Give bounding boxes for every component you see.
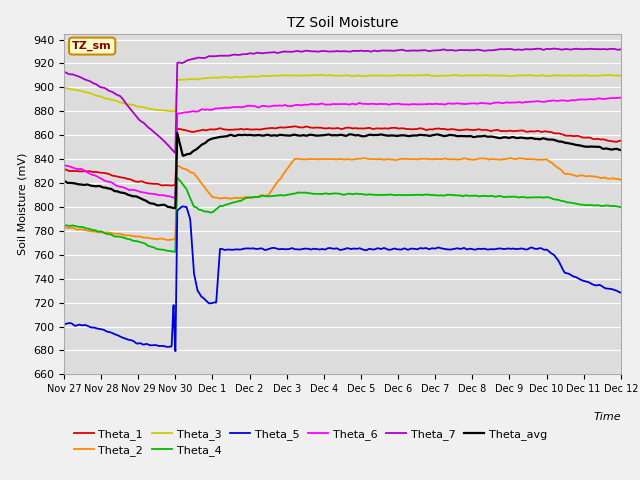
Theta_7 <box>550 46 558 51</box>
Theta_avg <box>297 133 305 139</box>
Theta_7 <box>103 86 111 92</box>
Theta_avg <box>173 130 181 136</box>
Theta_7 <box>297 49 305 55</box>
Theta_5 <box>172 348 179 354</box>
Theta_5 <box>179 204 187 209</box>
Theta_7 <box>378 48 385 54</box>
Theta_1 <box>126 176 134 182</box>
Line: Theta_4: Theta_4 <box>64 178 621 252</box>
Theta_7 <box>60 69 68 74</box>
Theta_4 <box>297 190 305 196</box>
Theta_3 <box>319 72 326 78</box>
Theta_6 <box>172 195 179 201</box>
Line: Theta_2: Theta_2 <box>64 158 621 240</box>
Theta_1 <box>617 138 625 144</box>
Y-axis label: Soil Moisture (mV): Soil Moisture (mV) <box>17 153 28 255</box>
Theta_1 <box>319 125 326 131</box>
Text: TZ_sm: TZ_sm <box>72 41 112 51</box>
Theta_1 <box>291 123 298 129</box>
Theta_2 <box>164 237 172 243</box>
Line: Theta_7: Theta_7 <box>64 48 621 153</box>
Theta_1 <box>297 125 305 131</box>
Line: Theta_3: Theta_3 <box>64 75 621 111</box>
Theta_1 <box>378 126 385 132</box>
Theta_6 <box>308 101 316 107</box>
Theta_6 <box>60 162 68 168</box>
Theta_6 <box>617 95 625 100</box>
Theta_7 <box>617 47 625 52</box>
Theta_4 <box>308 191 316 197</box>
Theta_2 <box>60 225 68 230</box>
Theta_7 <box>308 48 316 54</box>
Theta_7 <box>126 106 134 111</box>
Theta_5 <box>60 321 68 327</box>
Theta_1 <box>308 125 316 131</box>
Theta_avg <box>126 192 134 198</box>
Theta_2 <box>103 229 111 235</box>
Theta_4 <box>126 236 134 242</box>
Theta_3 <box>308 72 316 78</box>
Theta_3 <box>126 102 134 108</box>
Title: TZ Soil Moisture: TZ Soil Moisture <box>287 16 398 30</box>
Theta_2 <box>297 156 305 162</box>
Theta_4 <box>103 231 111 237</box>
Theta_2 <box>318 156 326 162</box>
Theta_6 <box>297 102 305 108</box>
Theta_4 <box>617 204 625 210</box>
Theta_3 <box>103 96 111 101</box>
Theta_avg <box>172 205 179 211</box>
Theta_3 <box>170 108 178 114</box>
Theta_5 <box>126 337 134 343</box>
Theta_avg <box>617 147 625 153</box>
Line: Theta_6: Theta_6 <box>64 97 621 198</box>
Theta_2 <box>126 232 134 238</box>
Theta_3 <box>378 73 385 79</box>
Theta_4 <box>378 192 385 198</box>
Theta_2 <box>308 156 316 162</box>
Theta_1 <box>60 167 68 172</box>
Line: Theta_avg: Theta_avg <box>64 133 621 208</box>
Theta_4 <box>173 175 181 180</box>
Theta_5 <box>308 246 316 252</box>
Theta_5 <box>297 247 305 252</box>
Theta_6 <box>126 187 134 193</box>
Theta_6 <box>103 179 111 184</box>
Theta_4 <box>172 249 179 255</box>
Theta_3 <box>297 72 305 78</box>
Theta_3 <box>316 72 324 78</box>
Theta_7 <box>172 150 179 156</box>
Theta_5 <box>617 290 625 296</box>
Line: Theta_1: Theta_1 <box>64 126 621 186</box>
Theta_7 <box>318 48 326 54</box>
Theta_avg <box>103 185 111 191</box>
Theta_avg <box>60 178 68 184</box>
Theta_1 <box>103 170 111 176</box>
Theta_avg <box>319 132 326 138</box>
Legend: Theta_1, Theta_2, Theta_3, Theta_4, Theta_5, Theta_6, Theta_7, Theta_avg: Theta_1, Theta_2, Theta_3, Theta_4, Thet… <box>70 424 551 461</box>
Theta_2 <box>378 156 385 162</box>
Theta_avg <box>308 132 316 138</box>
Theta_2 <box>617 177 625 182</box>
Theta_1 <box>168 183 175 189</box>
Theta_3 <box>617 73 625 79</box>
Line: Theta_5: Theta_5 <box>64 206 621 351</box>
Theta_avg <box>378 132 385 137</box>
Theta_5 <box>378 246 385 252</box>
Theta_4 <box>319 191 326 197</box>
Theta_5 <box>319 246 326 252</box>
Theta_2 <box>507 155 515 161</box>
Theta_6 <box>318 101 326 107</box>
Theta_4 <box>60 223 68 228</box>
Theta_3 <box>60 85 68 91</box>
Theta_6 <box>378 101 385 107</box>
Theta_5 <box>103 329 111 335</box>
Text: Time: Time <box>593 412 621 422</box>
